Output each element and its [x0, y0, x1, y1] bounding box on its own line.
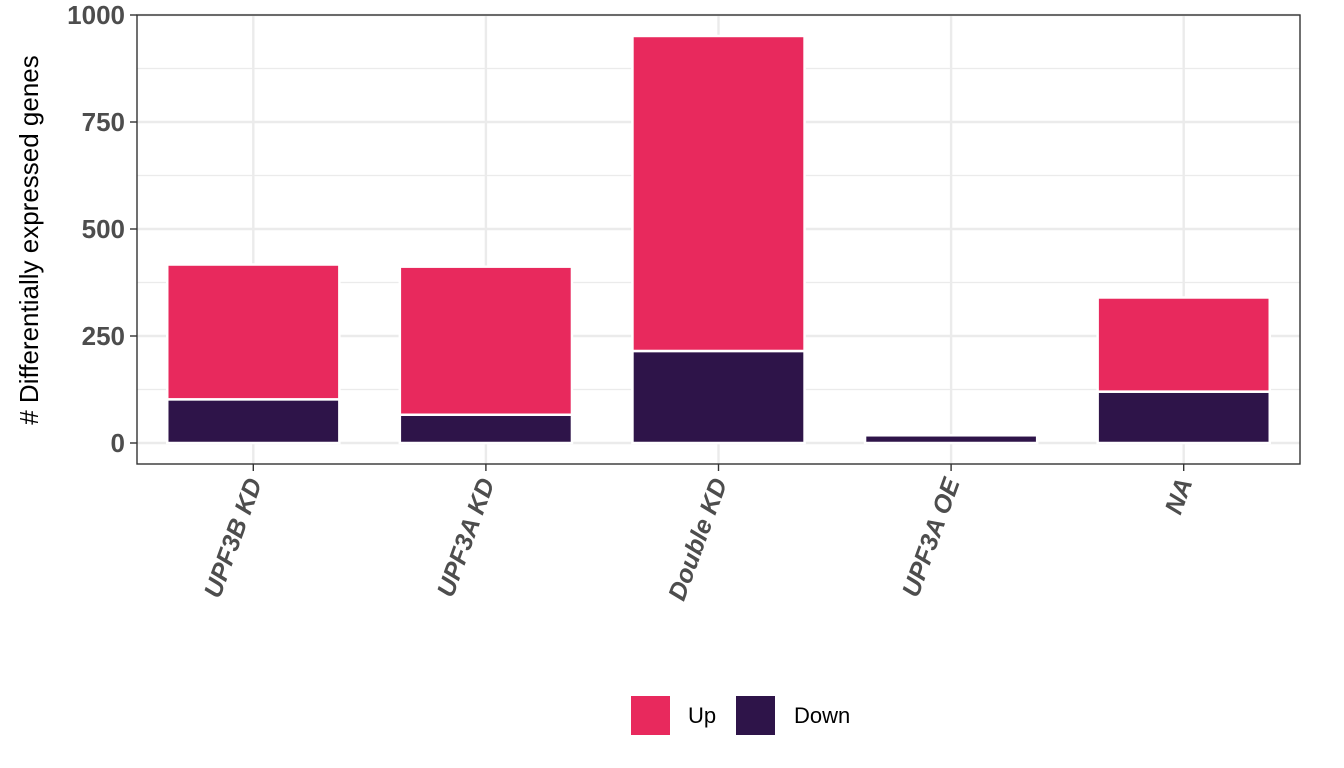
- bar-up: [165, 263, 341, 401]
- x-tick-label: UPF3A OE: [897, 473, 966, 600]
- y-tick-label: 250: [82, 321, 125, 351]
- bar-down: [631, 349, 806, 445]
- y-axis-title: # Differentially expressed genes: [14, 55, 44, 425]
- legend-key-up: [631, 696, 670, 735]
- y-axis-ticks: 0 250 500 750 1000: [67, 0, 137, 458]
- legend-key-down: [736, 696, 775, 735]
- x-tick-label: Double KD: [663, 474, 733, 604]
- y-tick-label: 0: [111, 428, 125, 458]
- x-tick-label: NA: [1160, 474, 1199, 518]
- bar-up: [398, 265, 574, 417]
- x-axis-ticks: UPF3B KD UPF3A KD Double KD UPF3A OE NA: [199, 464, 1198, 604]
- bar-down: [1096, 390, 1272, 445]
- y-tick-label: 1000: [67, 0, 125, 30]
- bars: [165, 34, 1272, 445]
- legend-label-down: Down: [794, 703, 850, 728]
- y-tick-label: 500: [82, 214, 125, 244]
- legend-label-up: Up: [688, 703, 716, 728]
- bar-down: [398, 413, 574, 445]
- x-tick-label: UPF3A KD: [432, 474, 501, 600]
- legend: Up Down: [631, 696, 850, 735]
- bar-up: [631, 34, 806, 353]
- x-tick-label: UPF3B KD: [199, 474, 268, 601]
- bar-down: [165, 398, 341, 445]
- y-tick-label: 750: [82, 107, 125, 137]
- bar-down: [863, 434, 1039, 445]
- bar-up: [1096, 296, 1272, 393]
